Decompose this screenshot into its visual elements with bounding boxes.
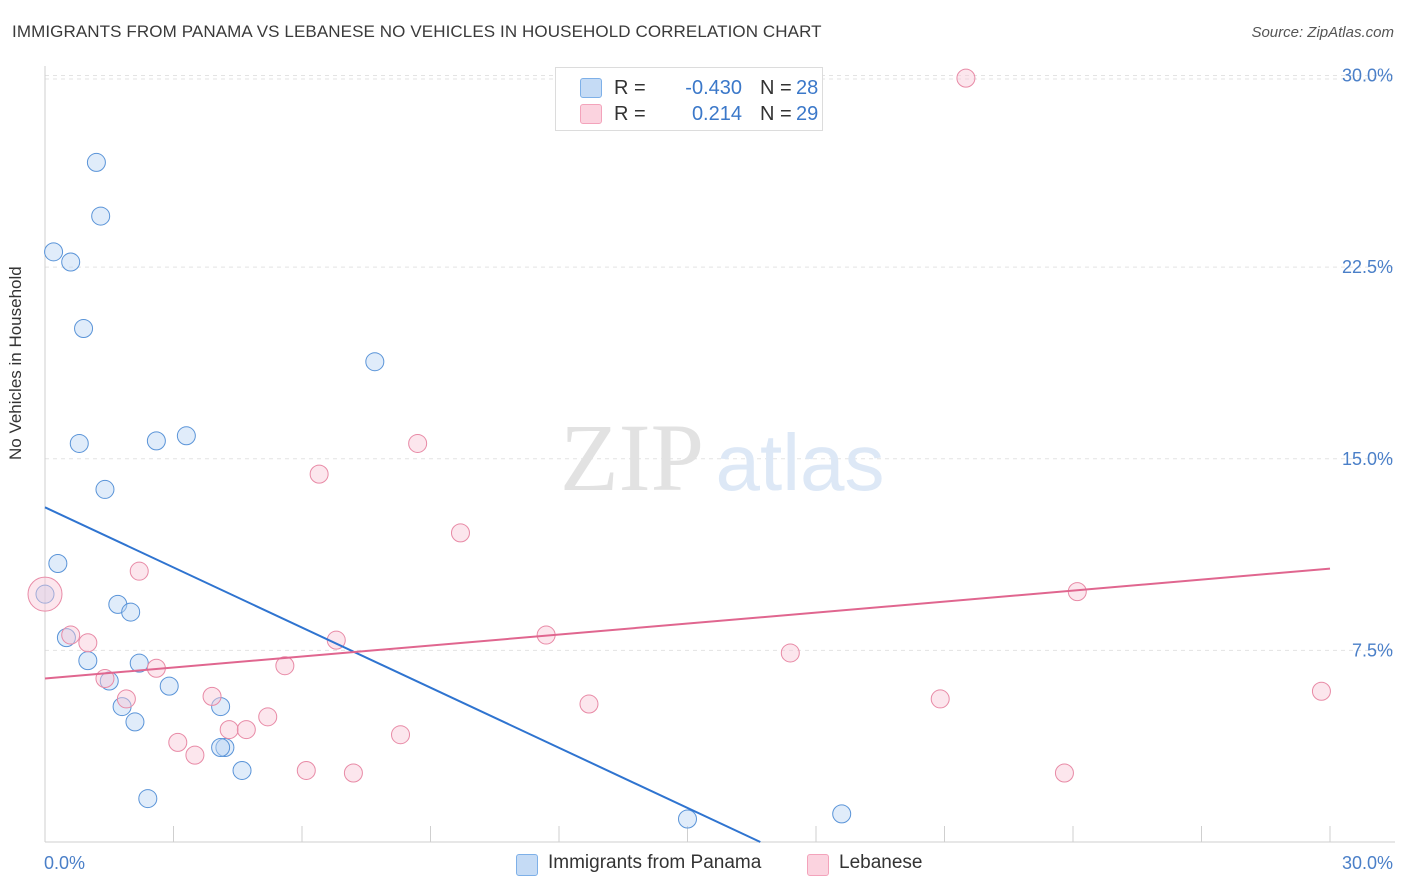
watermark-atlas: atlas <box>716 418 885 507</box>
panama-point <box>74 318 94 338</box>
panama-legend-swatch <box>516 854 538 876</box>
y-tick-label: 30.0% <box>1342 66 1393 86</box>
y-tick-label: 7.5% <box>1352 640 1393 660</box>
n-value: 28 <box>796 77 819 99</box>
lebanese-legend-swatch <box>807 854 829 876</box>
source-label[interactable]: Source: ZipAtlas.com <box>1251 24 1394 41</box>
y-tick-label: 15.0% <box>1342 449 1393 469</box>
lebanese-point <box>780 643 800 663</box>
lebanese-point <box>1054 763 1074 783</box>
lebanese-point <box>185 745 205 765</box>
correlation-legend: R = -0.430 N = 28 R = 0.214 N = 29 <box>555 67 823 131</box>
lebanese-swatch <box>580 104 602 124</box>
panama-point <box>832 804 852 824</box>
lebanese-point <box>450 523 470 543</box>
watermark-zip: ZIP <box>560 404 704 511</box>
panama-point <box>211 737 231 757</box>
panama-point <box>35 584 55 604</box>
r-label: R = <box>614 103 646 125</box>
lebanese-point <box>343 763 363 783</box>
lebanese-point <box>1311 681 1331 701</box>
lebanese-point <box>296 760 316 780</box>
panama-point <box>176 426 196 446</box>
legend-label-panama: Immigrants from Panama <box>548 852 762 873</box>
panama-point <box>159 676 179 696</box>
lebanese-point <box>236 720 256 740</box>
lebanese-point <box>202 686 222 706</box>
lebanese-point <box>129 561 149 581</box>
r-value: -0.430 <box>685 77 742 99</box>
lebanese-point <box>78 633 98 653</box>
panama-point <box>44 242 64 262</box>
panama-point <box>232 760 252 780</box>
y-axis-label: No Vehicles in Household <box>6 266 25 460</box>
lebanese-point <box>219 720 239 740</box>
r-label: R = <box>614 77 646 99</box>
panama-point <box>121 602 141 622</box>
lebanese-point <box>61 625 81 645</box>
lebanese-point <box>27 576 63 612</box>
n-label: N = <box>760 77 792 99</box>
n-label: N = <box>760 103 792 125</box>
lebanese-point <box>956 68 976 88</box>
x-tick-label: 0.0% <box>44 853 85 873</box>
lebanese-point <box>408 433 428 453</box>
axes <box>44 66 1395 843</box>
lebanese-point <box>116 689 136 709</box>
lebanese-point <box>309 464 329 484</box>
lebanese-point <box>258 707 278 727</box>
lebanese-point <box>930 689 950 709</box>
lebanese-point <box>275 656 295 676</box>
panama-point <box>146 431 166 451</box>
panama-point <box>69 433 89 453</box>
lebanese-trend-line <box>44 567 1331 680</box>
panama-point <box>86 152 106 172</box>
legend-item-lebanese[interactable]: Lebanese <box>807 852 937 876</box>
r-value: 0.214 <box>691 103 742 125</box>
panama-point <box>129 653 149 673</box>
lebanese-point <box>579 694 599 714</box>
lebanese-point <box>168 732 188 752</box>
legend-item-panama[interactable]: Immigrants from Panama <box>516 852 786 876</box>
panama-swatch <box>580 78 602 98</box>
panama-point <box>61 252 81 272</box>
lebanese-point <box>391 725 411 745</box>
y-tick-label: 22.5% <box>1342 257 1393 277</box>
panama-point <box>365 352 385 372</box>
panama-point <box>48 554 68 574</box>
grid-lines <box>45 75 1395 651</box>
panama-point <box>138 789 158 809</box>
legend-label-lebanese: Lebanese <box>839 852 923 873</box>
tick-labels: 7.5% 15.0% 22.5% 30.0% 0.0% 30.0% <box>44 66 1393 873</box>
panama-point <box>78 651 98 671</box>
panama-point <box>215 737 235 757</box>
x-tick-label: 30.0% <box>1342 853 1393 873</box>
panama-point <box>95 479 115 499</box>
panama-point <box>678 809 697 829</box>
panama-trend-line <box>44 506 761 843</box>
trend-lines <box>44 506 1331 843</box>
n-value: 29 <box>796 103 819 125</box>
chart-title: IMMIGRANTS FROM PANAMA VS LEBANESE NO VE… <box>12 22 822 41</box>
panama-point <box>91 206 111 226</box>
panama-point <box>125 712 145 732</box>
